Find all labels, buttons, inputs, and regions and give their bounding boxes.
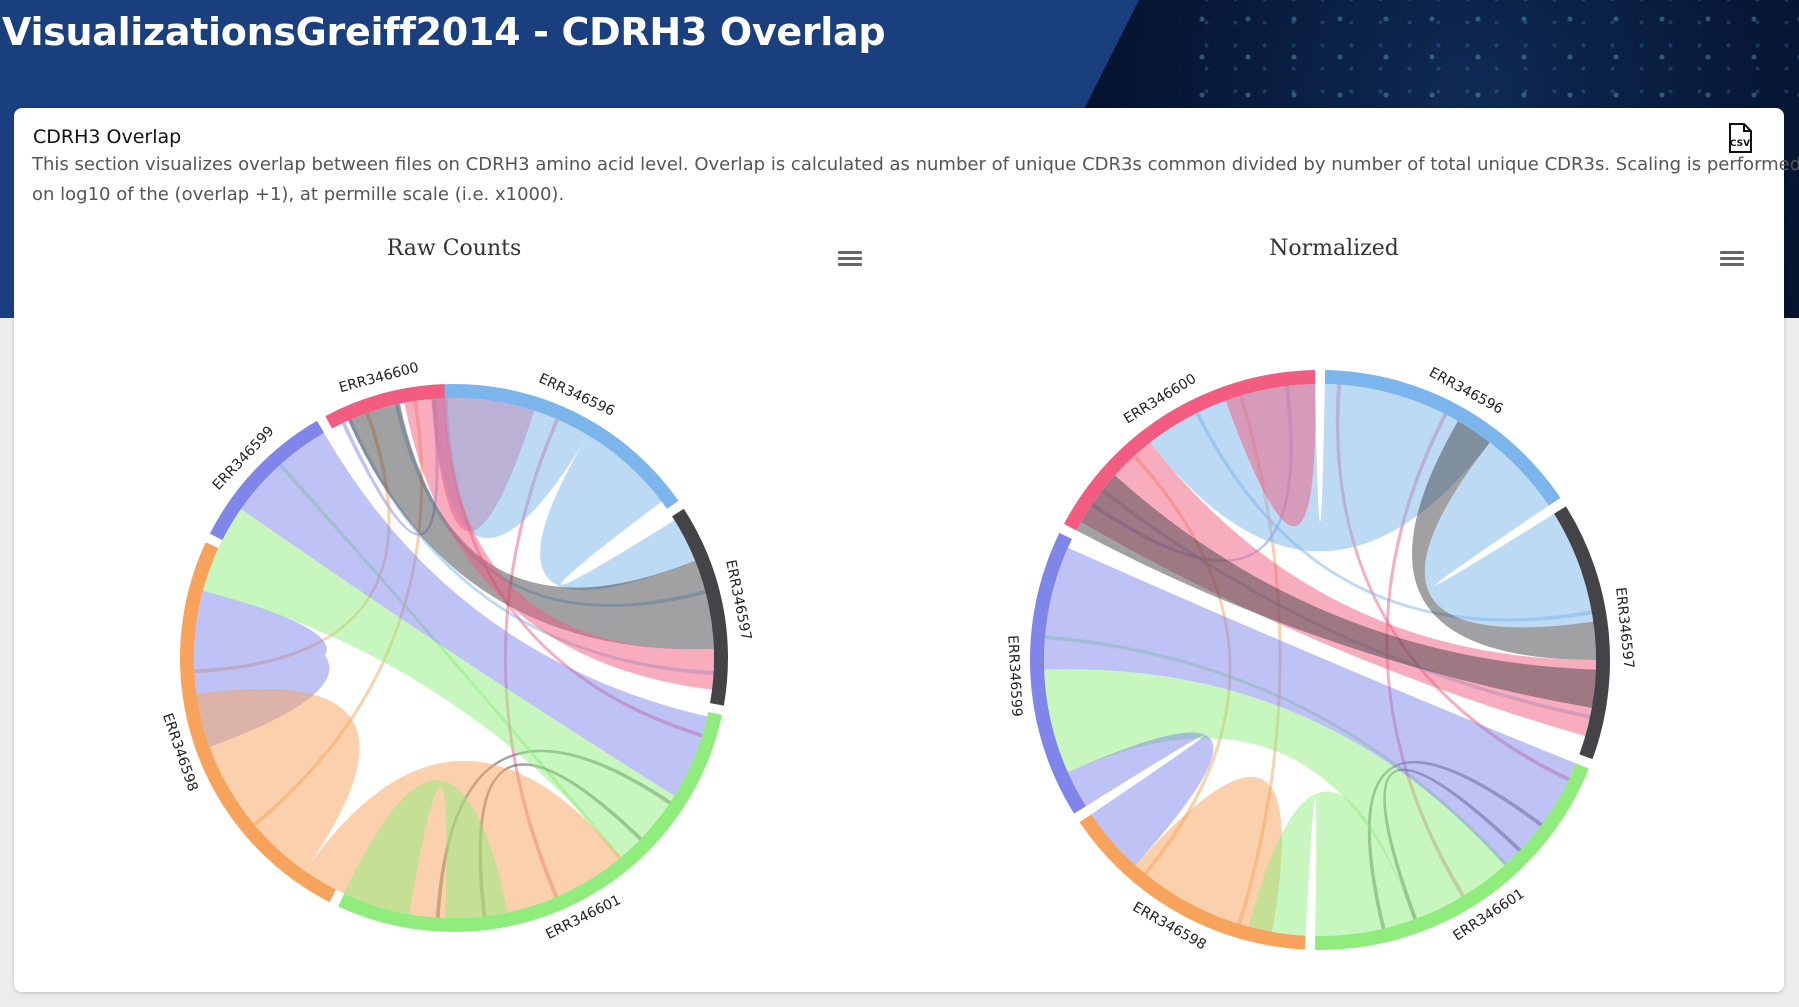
chart-title: Normalized <box>1269 236 1399 261</box>
arc-err346601[interactable] <box>338 712 723 932</box>
menu-line <box>838 257 862 260</box>
node-label: ERR346597 <box>1612 587 1636 670</box>
chord-ribbon-err346597-err346600[interactable] <box>1076 475 1596 708</box>
chord-ribbon-err346599-err346598[interactable] <box>1067 732 1214 866</box>
arc-err346600[interactable] <box>1063 370 1316 531</box>
arc-err346599[interactable] <box>209 420 324 540</box>
hamburger-menu-icon <box>1720 251 1744 254</box>
overlap-card: CDRH3 Overlap CSV This section visualize… <box>14 108 1799 992</box>
normalized-chart: Normalized ERR346596 ERR346597 ERR346601 ER… <box>894 228 1774 988</box>
menu-line <box>1720 257 1744 260</box>
menu-line <box>838 263 862 266</box>
section-title: CDRH3 Overlap <box>33 126 182 148</box>
chord-diagram: ERR346596ERR346597ERR346601ERR346598ERR3… <box>1004 365 1636 954</box>
chart-title: Raw Counts <box>386 236 522 261</box>
arc-err346598[interactable] <box>180 542 336 903</box>
arc-err346601[interactable] <box>1314 763 1589 950</box>
chord-diagram: ERR346596ERR346597ERR346601ERR346598ERR3… <box>159 360 754 943</box>
hamburger-menu-icon <box>838 251 862 254</box>
raw-counts-chart: Raw Counts ERR346596 ERR346597 ERR346601 ER… <box>14 228 894 988</box>
chord-ribbon-err346599-err346601[interactable] <box>241 432 708 796</box>
chord-ribbon-err346600-err346597[interactable] <box>404 398 714 690</box>
chord-ribbon-err346596-err346596[interactable] <box>431 398 588 546</box>
chord-ribbon-err346601-err346599[interactable] <box>202 508 675 858</box>
section-description: This section visualizes overlap between … <box>32 154 1799 205</box>
chord-ribbon-err346598-err346598[interactable] <box>1135 776 1282 932</box>
arc-err346599[interactable] <box>1030 532 1086 814</box>
page-title: VisualizationsGreiff2014 - CDRH3 Overlap <box>2 10 886 54</box>
chart-menu-button[interactable] <box>1720 248 1744 268</box>
arc-err346596[interactable] <box>430 384 679 509</box>
chord-ribbon-err346596-err346597[interactable] <box>1424 442 1594 628</box>
chord-arcs: ERR346596ERR346597ERR346601ERR346598ERR3… <box>159 360 754 943</box>
banner-texture <box>1179 0 1799 110</box>
chord-ribbon-err346601-err346598[interactable] <box>344 780 509 918</box>
menu-line <box>1720 263 1744 266</box>
chord-ribbon-err346596-err346597[interactable] <box>540 435 696 591</box>
chord-links <box>193 397 715 919</box>
chart-menu-button[interactable] <box>838 248 862 268</box>
chord-ribbon-err346597-err346596[interactable] <box>1412 420 1596 660</box>
chord-ribbon-err346598-err346598[interactable] <box>196 688 360 871</box>
arc-err346597[interactable] <box>672 508 728 706</box>
csv-file-icon: CSV <box>1729 123 1752 153</box>
svg-text:CSV: CSV <box>1730 139 1750 149</box>
node-label: ERR346597 <box>722 559 754 642</box>
chord-ribbon-err346601-err346598[interactable] <box>1248 791 1415 936</box>
chord-ribbon-err346599-err346601[interactable] <box>1044 547 1576 866</box>
arc-err346598[interactable] <box>1079 814 1306 950</box>
arc-err346600[interactable] <box>325 384 445 429</box>
node-label: ERR346599 <box>1004 635 1024 717</box>
chord-ribbon-err346601-err346599[interactable] <box>1044 669 1505 920</box>
arc-err346597[interactable] <box>1554 506 1610 760</box>
chord-ribbon-err346600-err346600[interactable] <box>1225 384 1316 527</box>
chord-links <box>1043 383 1596 936</box>
chord-ribbon-err346597-err346600[interactable] <box>348 403 714 650</box>
arc-err346596[interactable] <box>1324 370 1561 506</box>
csv-export-button[interactable]: CSV <box>1725 122 1755 154</box>
